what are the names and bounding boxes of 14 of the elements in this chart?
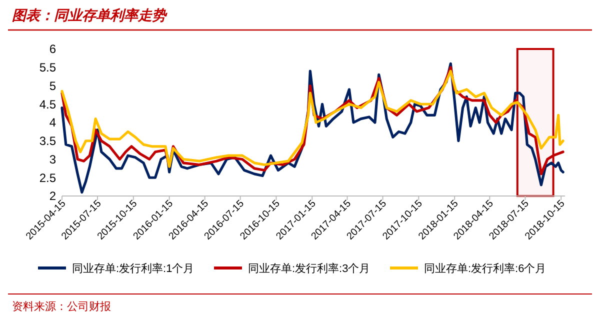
chart-title: 图表：同业存单利率走势 [12,7,168,23]
y-tick-label: 3.5 [39,134,56,148]
y-tick-label: 5 [49,78,56,93]
legend-label: 同业存单:发行利率:3个月 [248,262,370,275]
legend-label: 同业存单:发行利率:1个月 [72,262,194,275]
y-tick-label: 6 [49,42,56,56]
y-tick-label: 4 [49,116,56,130]
y-tick-label: 4.5 [39,97,56,112]
y-tick-label: 2 [49,189,56,204]
y-tick-label: 5.5 [39,60,56,75]
text: 资料来源：公司财报 [12,300,111,313]
y-tick-label: 3 [49,152,56,166]
y-tick-label: 2.5 [39,170,56,185]
legend-label: 同业存单:发行利率:6个月 [424,262,546,275]
